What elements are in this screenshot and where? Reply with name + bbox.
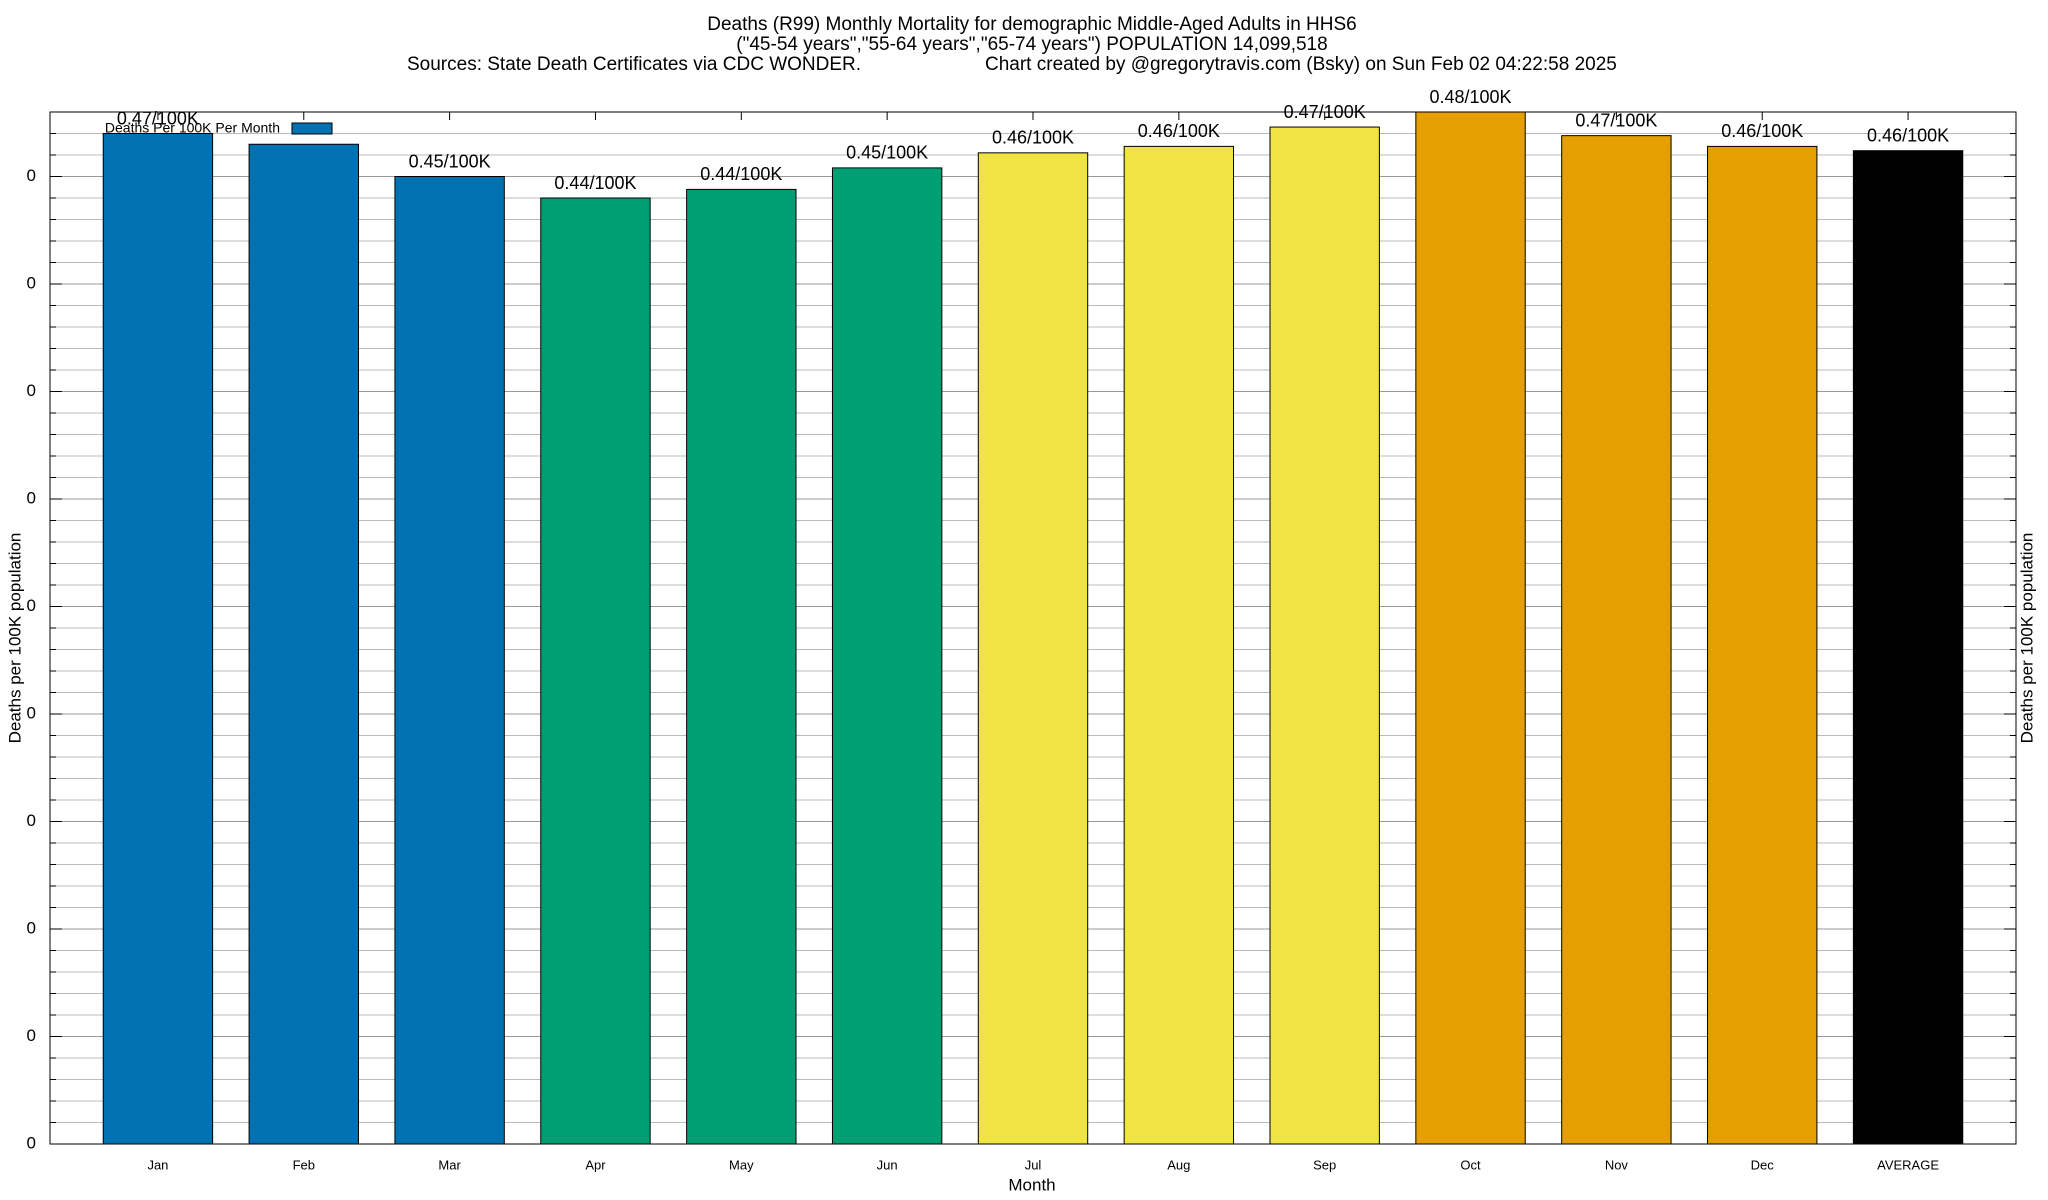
value-label: 0.47/100K [117, 108, 199, 128]
bar [977, 152, 1089, 1145]
y-tick-label: 0 [27, 488, 36, 507]
x-tick-label: Dec [1751, 1157, 1775, 1172]
x-tick-label: Aug [1167, 1157, 1190, 1172]
x-tick-label: Oct [1460, 1157, 1481, 1172]
value-label: 0.44/100K [700, 164, 782, 184]
legend-swatch [291, 122, 333, 135]
y-tick-label: 0 [27, 918, 36, 937]
y-tick-label: 0 [27, 381, 36, 400]
x-axis-label: Month [1008, 1175, 1055, 1194]
value-label: 0.45/100K [409, 151, 491, 171]
x-tick-label: May [729, 1157, 754, 1172]
y-tick-label: 0 [27, 596, 36, 615]
plot-frame [49, 111, 2017, 1145]
bar [1269, 126, 1380, 1145]
credit: Chart created by @gregorytravis.com (Bsk… [985, 54, 1617, 75]
bar [1561, 135, 1672, 1145]
x-tick-label: AVERAGE [1877, 1157, 1939, 1172]
legend-label: Deaths Per 100K Per Month [105, 120, 280, 136]
y2-axis-label: Deaths per 100K population [2017, 533, 2036, 744]
y-tick-label: 0 [27, 166, 36, 185]
y-tick-label: 0 [27, 273, 36, 292]
x-tick-label: Nov [1605, 1157, 1629, 1172]
x-tick-label: Mar [438, 1157, 461, 1172]
value-label: 0.46/100K [1721, 121, 1803, 141]
bar [102, 133, 214, 1145]
bar [1123, 145, 1235, 1145]
y-axis-label: Deaths per 100K population [5, 533, 24, 744]
bar [1852, 150, 1964, 1145]
x-tick-label: Jul [1025, 1157, 1042, 1172]
bar [686, 188, 797, 1145]
bar [1707, 145, 1818, 1145]
chart-title: Deaths (R99) Monthly Mortality for demog… [707, 14, 1356, 35]
source: Sources: State Death Certificates via CD… [407, 54, 861, 75]
value-label: 0.46/100K [1867, 125, 1949, 145]
chart-subtitle: ("45-54 years","55-64 years","65-74 year… [736, 34, 1327, 55]
bar [831, 167, 943, 1145]
value-label: 0.45/100K [846, 143, 928, 163]
y-tick-label: 0 [27, 1026, 36, 1045]
x-tick-label: Jan [147, 1157, 168, 1172]
y-tick-label: 0 [27, 811, 36, 830]
value-label: 0.46/100K [1138, 121, 1220, 141]
value-label: 0.48/100K [1429, 87, 1511, 107]
y-tick-label: 0 [27, 1133, 36, 1152]
x-tick-label: Apr [585, 1157, 606, 1172]
x-tick-label: Jun [877, 1157, 898, 1172]
value-label: 0.47/100K [1575, 110, 1657, 130]
bar [540, 197, 651, 1145]
bar [1415, 111, 1526, 1145]
bar [394, 176, 505, 1145]
value-label: 0.46/100K [992, 128, 1074, 148]
bar [248, 143, 359, 1145]
value-label: 0.44/100K [554, 173, 636, 193]
x-tick-label: Feb [293, 1157, 315, 1172]
x-tick-label: Sep [1313, 1157, 1336, 1172]
y-tick-label: 0 [27, 703, 36, 722]
